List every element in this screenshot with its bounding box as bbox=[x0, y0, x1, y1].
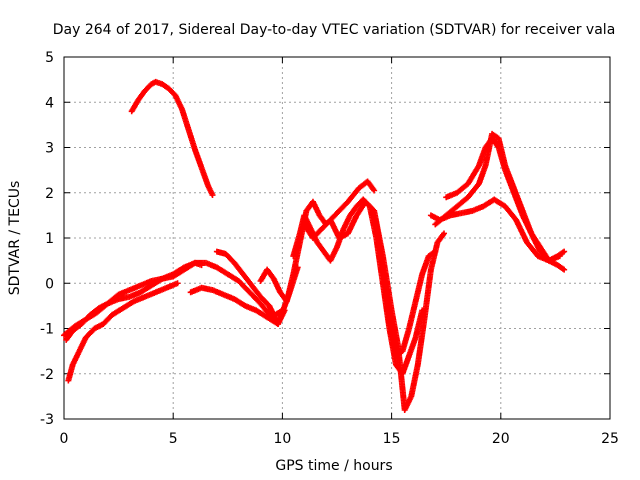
data-point bbox=[198, 262, 205, 269]
data-point bbox=[371, 187, 378, 194]
y-tick-label: 3 bbox=[45, 141, 54, 157]
axis-ticks: 0 5 10 15 20 25 -3 -2 -1 0 1 2 3 4 5 bbox=[40, 50, 619, 447]
data-point bbox=[281, 307, 288, 314]
data-point bbox=[174, 280, 181, 287]
data-point bbox=[432, 248, 439, 255]
y-tick-label: -2 bbox=[40, 367, 54, 383]
y-axis-label: SDTVAR / TECUs bbox=[7, 181, 23, 296]
chart-title: Day 264 of 2017, Sidereal Day-to-day VTE… bbox=[53, 22, 616, 38]
data-point bbox=[561, 266, 568, 273]
data-point bbox=[441, 230, 448, 237]
x-tick-label: 25 bbox=[601, 431, 619, 447]
y-tick-label: 4 bbox=[45, 95, 54, 111]
y-tick-label: 0 bbox=[45, 276, 54, 292]
x-tick-label: 5 bbox=[169, 431, 178, 447]
x-tick-label: 15 bbox=[383, 431, 401, 447]
x-tick-label: 20 bbox=[492, 431, 510, 447]
y-tick-label: 2 bbox=[45, 186, 54, 202]
x-tick-label: 0 bbox=[60, 431, 69, 447]
y-tick-label: 5 bbox=[45, 50, 54, 66]
data-point bbox=[556, 253, 563, 260]
data-points bbox=[61, 78, 568, 413]
x-axis-label: GPS time / hours bbox=[275, 458, 392, 474]
y-tick-label: -3 bbox=[40, 412, 54, 428]
y-tick-label: -1 bbox=[40, 322, 54, 338]
data-point bbox=[561, 248, 568, 255]
data-point bbox=[209, 192, 216, 199]
y-tick-label: 1 bbox=[45, 231, 54, 247]
x-tick-label: 10 bbox=[273, 431, 291, 447]
